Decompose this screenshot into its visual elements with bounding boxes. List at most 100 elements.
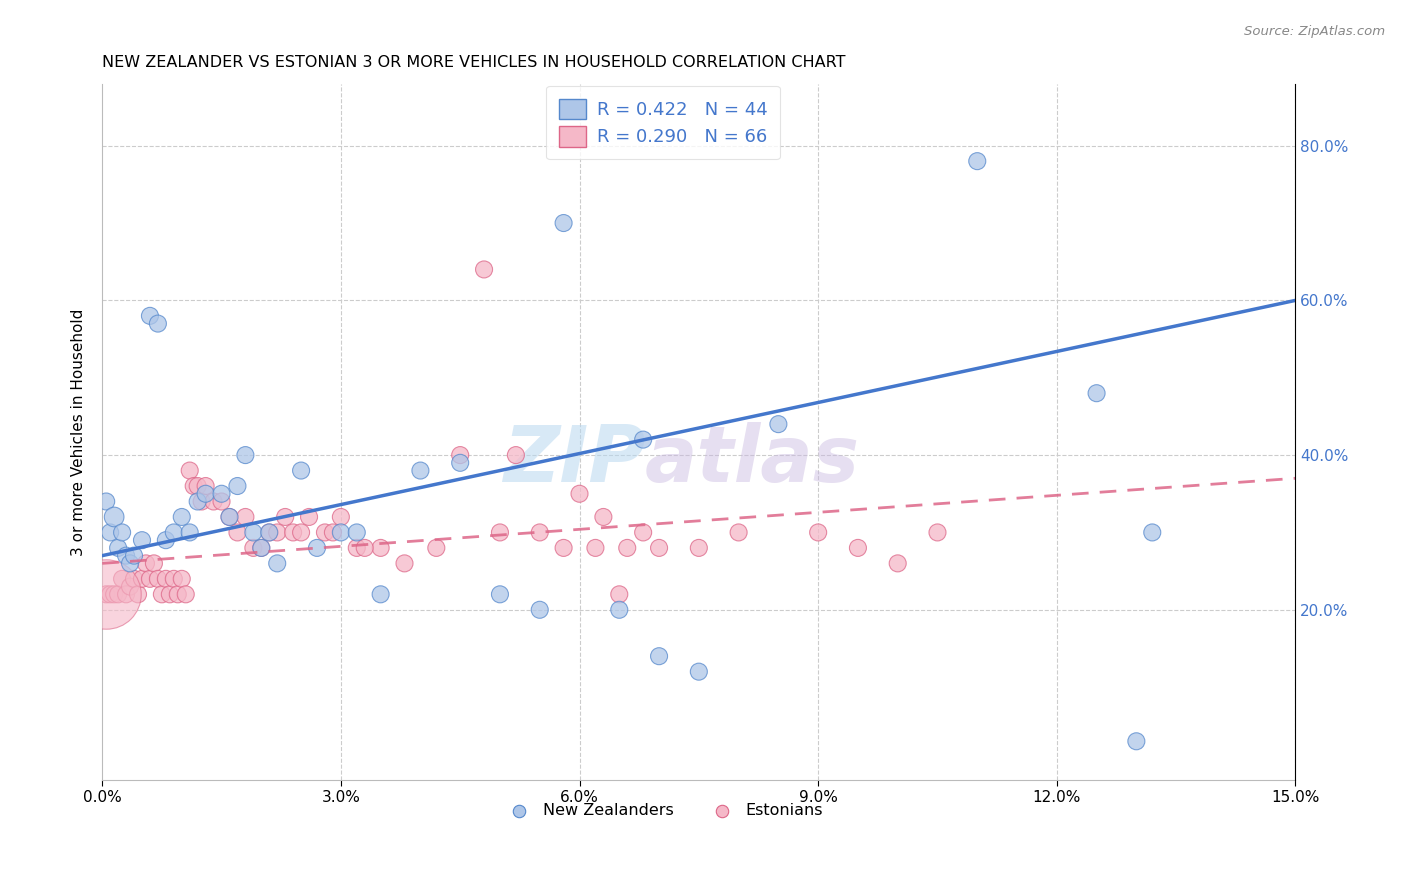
Point (489, 587, 512, 601)
Point (648, 649, 671, 664)
Point (211, 494, 233, 508)
Point (159, 587, 181, 601)
Point (139, 572, 162, 586)
Point (118, 580, 141, 594)
Point (155, 533, 177, 548)
Point (807, 525, 830, 540)
Point (103, 510, 125, 524)
Point (592, 510, 614, 524)
Point (194, 487, 217, 501)
Point (155, 572, 177, 586)
Point (1142, 525, 1164, 540)
Point (170, 572, 193, 586)
Point (329, 510, 352, 524)
Point (568, 487, 591, 501)
Point (553, 216, 575, 230)
Point (353, 541, 375, 555)
Point (425, 541, 447, 555)
Point (146, 317, 169, 331)
Point (298, 510, 321, 524)
Point (179, 525, 201, 540)
Point (103, 587, 125, 601)
Text: ZIP: ZIP (503, 422, 645, 498)
Point (449, 448, 471, 462)
Point (122, 549, 145, 563)
Point (202, 494, 225, 508)
Point (449, 456, 471, 470)
Point (131, 533, 153, 548)
Point (115, 587, 138, 601)
Point (886, 557, 908, 571)
Point (688, 665, 710, 679)
Point (190, 494, 212, 508)
Y-axis label: 3 or more Vehicles in Household: 3 or more Vehicles in Household (72, 309, 86, 556)
Point (226, 479, 249, 493)
Point (1125, 734, 1147, 748)
Point (146, 572, 169, 586)
Point (688, 541, 710, 555)
Point (250, 541, 273, 555)
Point (346, 525, 368, 540)
Point (616, 541, 638, 555)
Point (242, 525, 264, 540)
Point (768, 417, 790, 431)
Point (96, 494, 118, 508)
Point (179, 464, 201, 478)
Point (111, 525, 134, 540)
Point (505, 448, 527, 462)
Point (409, 464, 432, 478)
Point (107, 587, 129, 601)
Point (631, 433, 654, 447)
Point (118, 557, 141, 571)
Point (346, 541, 368, 555)
Point (607, 603, 630, 617)
Point (846, 541, 869, 555)
Point (96, 587, 118, 601)
Point (183, 479, 205, 493)
Point (631, 525, 654, 540)
Point (98, 587, 121, 601)
Point (115, 549, 138, 563)
Point (211, 487, 233, 501)
Point (314, 525, 336, 540)
Point (174, 587, 197, 601)
Point (472, 262, 495, 277)
Point (489, 525, 512, 540)
Point (194, 479, 217, 493)
Point (259, 525, 281, 540)
Point (583, 541, 606, 555)
Point (139, 309, 162, 323)
Point (1085, 386, 1108, 401)
Point (305, 541, 328, 555)
Point (242, 541, 264, 555)
Point (727, 525, 749, 540)
Point (166, 587, 188, 601)
Point (274, 510, 297, 524)
Point (127, 587, 149, 601)
Point (98, 525, 121, 540)
Point (107, 541, 129, 555)
Point (135, 557, 157, 571)
Point (187, 494, 209, 508)
Point (927, 525, 949, 540)
Point (150, 587, 173, 601)
Point (122, 572, 145, 586)
Legend: New Zealanders, Estonians: New Zealanders, Estonians (496, 797, 830, 824)
Point (226, 525, 249, 540)
Point (111, 572, 134, 586)
Text: atlas: atlas (645, 422, 860, 498)
Point (529, 603, 551, 617)
Point (235, 448, 257, 462)
Point (290, 525, 312, 540)
Point (966, 154, 988, 169)
Point (370, 541, 392, 555)
Point (290, 464, 312, 478)
Point (163, 525, 186, 540)
Point (394, 557, 416, 571)
Point (322, 525, 344, 540)
Point (259, 525, 281, 540)
Text: Source: ZipAtlas.com: Source: ZipAtlas.com (1244, 25, 1385, 38)
Point (329, 525, 352, 540)
Point (266, 557, 288, 571)
Point (266, 525, 288, 540)
